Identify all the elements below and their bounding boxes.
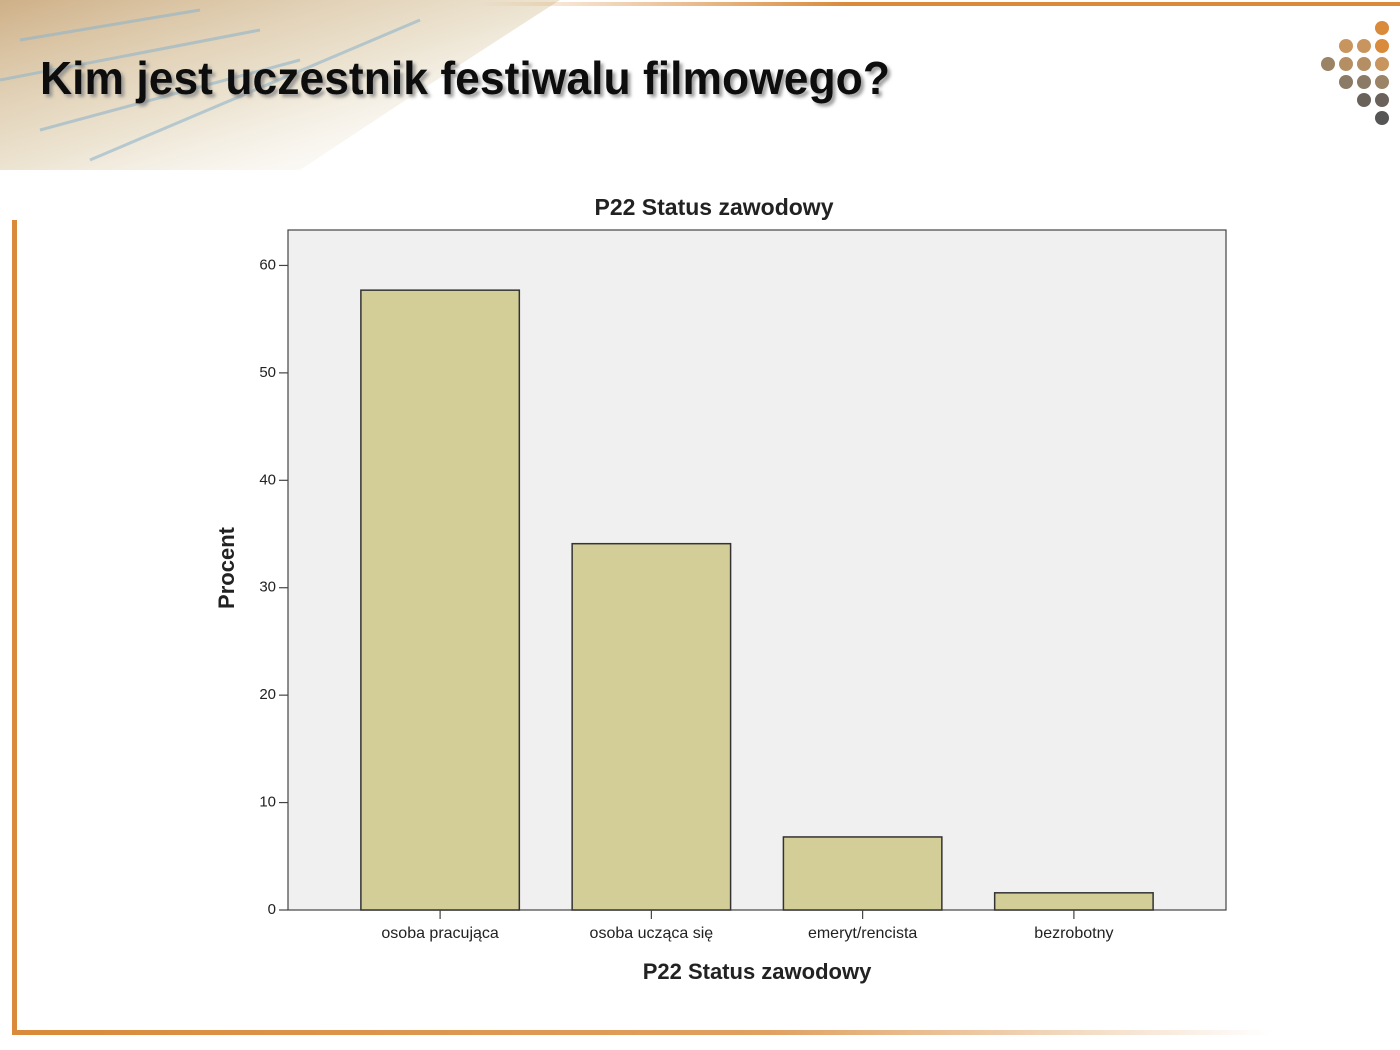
left-line <box>12 220 17 1035</box>
y-tick-label: 20 <box>259 686 276 703</box>
y-tick-label: 30 <box>259 579 276 596</box>
bar <box>782 836 943 911</box>
y-tick-label: 60 <box>259 256 276 273</box>
x-axis-label: P22 Status zawodowy <box>643 959 872 984</box>
slide-title: Kim jest uczestnik festiwalu filmowego? <box>40 52 890 104</box>
y-tick-label: 40 <box>259 471 276 488</box>
dot-decoration <box>1321 21 1389 125</box>
top-line <box>480 2 1400 6</box>
x-tick-label: osoba pracująca <box>381 925 499 942</box>
bar <box>360 289 521 911</box>
bottom-line <box>12 1030 1272 1035</box>
bar <box>571 542 732 911</box>
y-tick-label: 50 <box>259 364 276 381</box>
x-tick-label: osoba ucząca się <box>590 925 714 942</box>
x-tick-label: bezrobotny <box>1034 925 1113 942</box>
y-tick-label: 10 <box>259 794 276 811</box>
bar <box>993 892 1154 911</box>
x-tick-label: emeryt/rencista <box>808 925 917 942</box>
map-streets <box>0 8 421 162</box>
y-axis-label: Procent <box>214 526 239 609</box>
y-tick-label: 0 <box>268 901 276 918</box>
map-decoration <box>0 0 560 170</box>
chart-title: P22 Status zawodowy <box>594 194 833 220</box>
